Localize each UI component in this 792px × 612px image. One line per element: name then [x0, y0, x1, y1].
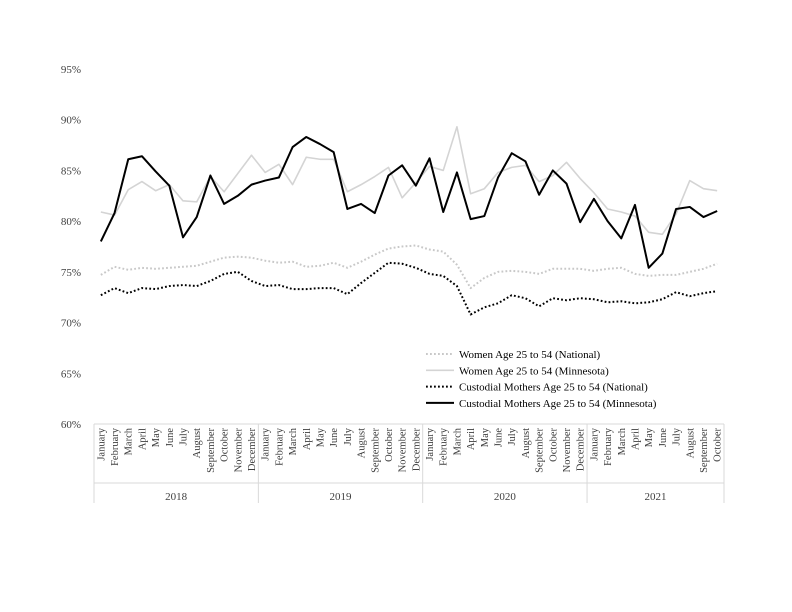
x-tick-label: June [658, 428, 669, 448]
x-tick-label: November [233, 428, 244, 473]
x-tick-label: September [699, 428, 710, 473]
x-tick-label: May [644, 427, 655, 447]
series-line-2 [100, 126, 718, 236]
x-tick-label: January [589, 427, 600, 460]
x-tick-label: August [521, 428, 532, 458]
x-tick-label: September [535, 428, 546, 473]
x-tick-label: December [576, 427, 587, 471]
x-tick-label: September [370, 428, 381, 473]
x-tick-label: April [630, 428, 641, 450]
x-tick-label: February [603, 427, 614, 466]
x-tick-label: March [452, 427, 463, 455]
legend-label: Women Age 25 to 54 (Minnesota) [459, 365, 609, 377]
x-tick-label: April [466, 428, 477, 450]
series-line-4 [99, 135, 718, 269]
year-label: 2019 [330, 491, 353, 503]
x-tick-label: April [137, 428, 148, 450]
x-tick-label: July [672, 427, 683, 445]
x-tick-label: April [302, 428, 313, 450]
x-tick-label: June [329, 428, 340, 448]
x-tick-label: July [179, 427, 190, 445]
x-tick-label: May [315, 427, 326, 447]
series-line-1 [100, 244, 718, 290]
x-tick-label: March [288, 427, 299, 455]
x-tick-label: November [398, 428, 409, 473]
legend: Women Age 25 to 54 (National) Women Age 2… [426, 349, 657, 410]
x-tick-label: February [110, 427, 121, 466]
x-tick-label: July [343, 427, 354, 445]
x-tick-label: October [548, 428, 559, 462]
y-tick-label: 65% [61, 368, 81, 380]
y-tick-label: 80% [61, 216, 81, 228]
y-tick-label: 60% [61, 419, 81, 431]
x-tick-label: August [685, 428, 696, 458]
x-tick-label: May [480, 427, 491, 447]
x-tick-label: March [617, 427, 628, 455]
x-tick-label: May [151, 427, 162, 447]
x-tick-label: August [357, 428, 368, 458]
legend-label: Custodial Mothers Age 25 to 54 (Minnesot… [459, 398, 657, 410]
year-label: 2021 [645, 491, 667, 503]
x-axis: January February March April May June July Augu… [93, 423, 725, 503]
year-label: 2020 [494, 491, 517, 503]
x-tick-label: August [192, 428, 203, 458]
x-tick-label: December [247, 427, 258, 471]
x-tick-label: June [494, 428, 505, 448]
x-tick-label: October [220, 428, 231, 462]
x-tick-label: February [439, 427, 450, 466]
x-tick-label: December [411, 427, 422, 471]
series-line-3 [100, 261, 718, 316]
year-label: 2018 [165, 491, 188, 503]
y-axis: 60% 65% 70% 75% 80% 85% 90% 95% [61, 64, 81, 431]
series-layer [99, 126, 718, 316]
x-tick-label: October [713, 428, 724, 462]
x-tick-label: June [165, 428, 176, 448]
x-tick-label: October [384, 428, 395, 462]
y-tick-label: 85% [61, 165, 81, 177]
y-tick-label: 75% [61, 267, 81, 279]
x-tick-label: September [206, 428, 217, 473]
x-tick-label: February [274, 427, 285, 466]
x-tick-label: January [261, 427, 272, 460]
x-tick-label: March [124, 427, 135, 455]
x-tick-label: January [425, 427, 436, 460]
y-tick-label: 70% [61, 318, 81, 330]
y-tick-label: 90% [61, 115, 81, 127]
x-tick-label: July [507, 427, 518, 445]
y-tick-label: 95% [61, 64, 81, 76]
legend-label: Women Age 25 to 54 (National) [459, 349, 601, 361]
x-tick-label: November [562, 428, 573, 473]
x-tick-label: January [96, 427, 107, 460]
legend-label: Custodial Mothers Age 25 to 54 (National… [459, 382, 648, 394]
